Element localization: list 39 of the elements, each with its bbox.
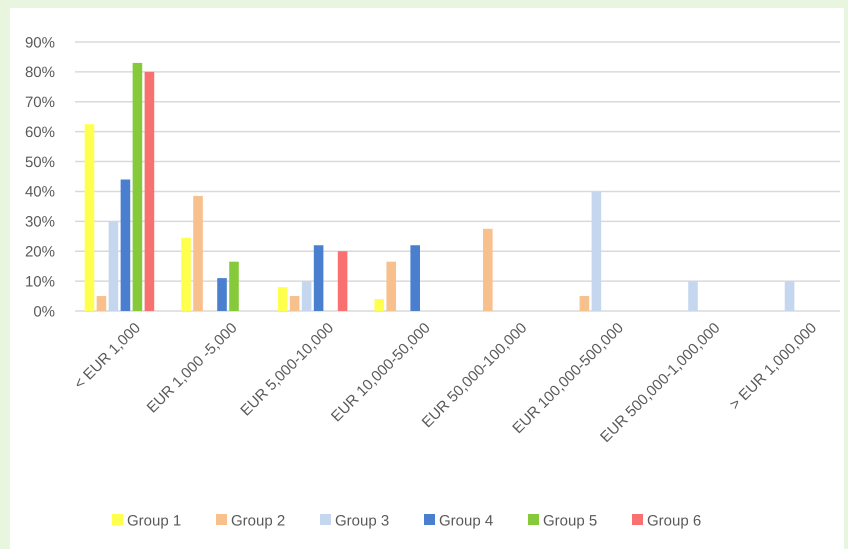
bar [483,228,493,311]
bar [144,72,154,311]
legend-label: Group 1 [127,512,182,530]
legend-label: Group 6 [647,512,702,530]
y-tick-label: 70% [24,94,55,112]
bar [229,262,239,311]
legend-label: Group 2 [231,512,286,530]
bar [108,221,118,311]
bar [132,62,142,311]
y-tick-label: 20% [24,243,55,260]
y-tick-label: 60% [24,124,55,141]
legend-label: Group 4 [439,512,494,530]
y-tick-label: 30% [24,214,55,231]
bar [386,262,396,311]
bar [784,281,794,311]
bar [84,124,94,311]
bar [302,281,312,311]
bar [410,245,420,311]
bar [181,238,191,311]
y-tick-label: 0% [33,303,55,320]
bar [592,191,602,311]
y-tick-label: 90% [24,34,55,52]
y-tick-label: 80% [24,64,55,82]
legend-label: Group 3 [335,512,390,530]
bar [278,287,288,311]
bar [193,196,203,311]
y-tick-label: 10% [24,273,55,290]
bar [120,179,130,311]
bar [314,245,324,311]
legend-label: Group 5 [543,512,598,530]
bar [338,251,348,311]
bar [580,296,590,311]
y-tick-label: 50% [24,154,55,171]
bar [688,281,698,311]
bar [290,296,300,311]
bar [96,296,106,311]
bar [217,278,227,311]
bar [374,299,384,311]
y-tick-label: 40% [24,184,55,201]
